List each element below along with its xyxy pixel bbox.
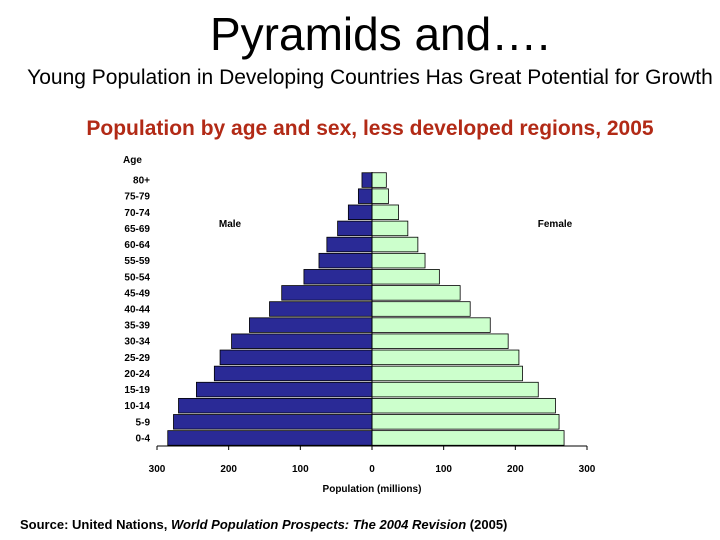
age-label-35-39: 35-39 <box>124 321 150 332</box>
bar-female-55-59 <box>371 252 426 269</box>
bar-male-35-39 <box>249 317 373 333</box>
bar-female-45-49 <box>371 285 461 301</box>
legend-female-label: Female <box>538 219 573 230</box>
source-suffix: (2005) <box>466 517 508 532</box>
bar-female-30-34 <box>371 333 509 349</box>
bar-female-70-74 <box>371 204 399 221</box>
bar-female-50-54 <box>371 269 440 285</box>
slide-title: Pyramids and…. <box>209 8 550 60</box>
bar-male-10-14 <box>178 397 373 414</box>
bar-male-55-59 <box>318 252 373 269</box>
bar-male-75-79 <box>357 188 373 204</box>
bar-male-45-49 <box>281 285 373 301</box>
age-label-60-64: 60-64 <box>124 240 150 251</box>
bar-female-40-44 <box>371 301 471 317</box>
bar-female-10-14 <box>371 397 556 414</box>
bar-female-0-4 <box>371 430 565 446</box>
bar-female-75-79 <box>371 188 389 204</box>
x-tick-label-3: 0 <box>369 464 375 475</box>
bar-male-15-19 <box>196 381 373 398</box>
bar-female-80+ <box>371 172 387 188</box>
age-label-5-9: 5-9 <box>136 417 151 428</box>
age-label-55-59: 55-59 <box>124 256 150 267</box>
age-label-45-49: 45-49 <box>124 288 150 299</box>
slide-subtitle: Young Population in Developing Countries… <box>27 66 713 89</box>
bar-male-80+ <box>361 172 373 188</box>
age-label-30-34: 30-34 <box>124 337 150 348</box>
age-label-70-74: 70-74 <box>124 208 150 219</box>
bar-male-70-74 <box>347 204 373 221</box>
labels-group: 0-4 5-9 10-14 15-19 20-24 25-29 30-34 35-39 40-4… <box>123 155 596 495</box>
x-tick-label-5: 200 <box>507 464 524 475</box>
bar-male-25-29 <box>219 349 373 366</box>
age-label-20-24: 20-24 <box>124 369 150 380</box>
age-label-25-29: 25-29 <box>124 353 150 364</box>
bar-female-35-39 <box>371 317 491 333</box>
age-label-50-54: 50-54 <box>124 272 150 283</box>
age-label-15-19: 15-19 <box>124 385 150 396</box>
bar-male-30-34 <box>231 333 373 349</box>
age-label-40-44: 40-44 <box>124 305 150 316</box>
age-label-75-79: 75-79 <box>124 192 150 203</box>
source-title: World Population Prospects: The 2004 Rev… <box>170 517 467 532</box>
bar-female-20-24 <box>371 365 523 382</box>
legend-male-label: Male <box>219 219 242 230</box>
x-tick-label-2: 100 <box>292 464 309 475</box>
bar-male-50-54 <box>303 269 373 285</box>
x-tick-label-6: 300 <box>579 464 596 475</box>
bar-female-15-19 <box>371 381 539 398</box>
age-label-10-14: 10-14 <box>124 401 150 412</box>
x-tick-label-1: 200 <box>220 464 237 475</box>
age-axis-label: Age <box>123 155 142 166</box>
bar-male-0-4 <box>167 430 373 446</box>
chart-title: Population by age and sex, less develope… <box>86 117 654 140</box>
source-prefix: Source: United Nations, <box>20 517 171 532</box>
bar-female-5-9 <box>371 414 560 430</box>
x-tick-label-4: 100 <box>435 464 452 475</box>
bar-female-25-29 <box>371 349 520 366</box>
bar-male-65-69 <box>337 220 373 237</box>
bar-male-5-9 <box>173 414 373 430</box>
bar-male-60-64 <box>326 236 373 253</box>
bar-female-65-69 <box>371 220 409 237</box>
x-axis-label: Population (millions) <box>323 484 422 495</box>
bars-group <box>156 172 588 450</box>
age-label-65-69: 65-69 <box>124 224 150 235</box>
bar-female-60-64 <box>371 236 419 253</box>
bar-male-40-44 <box>269 301 373 317</box>
age-label-80+: 80+ <box>133 176 150 187</box>
age-label-0-4: 0-4 <box>136 433 151 444</box>
bar-male-20-24 <box>213 365 373 382</box>
source-note: Source: United Nations, World Population… <box>20 514 507 536</box>
x-tick-label-0: 300 <box>149 464 166 475</box>
